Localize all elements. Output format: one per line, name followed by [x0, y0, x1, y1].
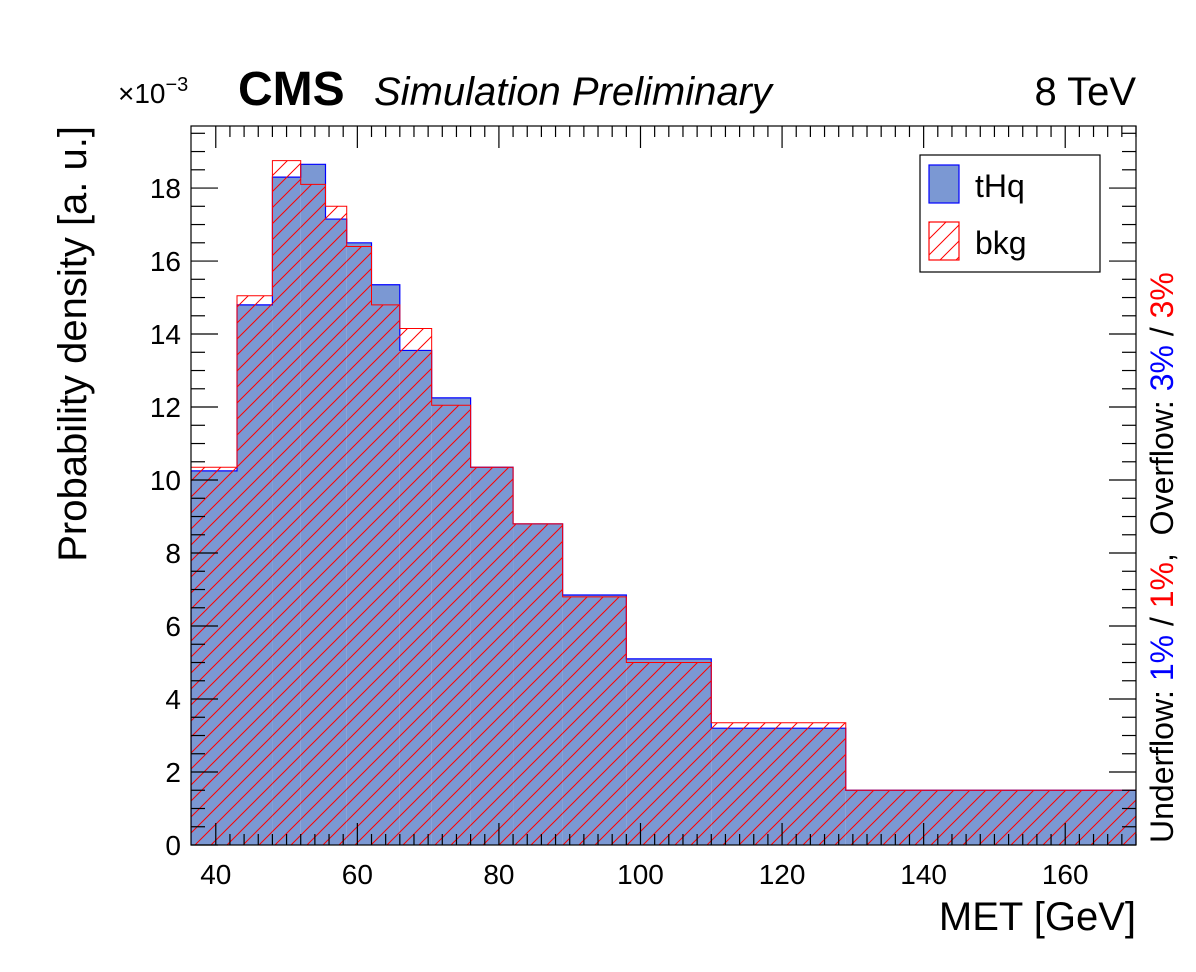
background-bar — [346, 246, 372, 845]
background-bar — [470, 467, 514, 845]
x-tick-label: 40 — [200, 859, 231, 890]
axis-ticks — [191, 126, 1137, 846]
underflow-label: Underflow: — [1144, 681, 1180, 843]
legend: tHq bkg — [919, 154, 1101, 273]
x-tick-label: 80 — [483, 859, 514, 890]
overflow-signal-value: 3% — [1144, 345, 1180, 391]
y-tick-label: 6 — [165, 611, 181, 642]
exponent-base: ×10 — [118, 78, 166, 109]
y-tick-labels: 0 2 4 6 8 10 12 14 16 18 — [150, 173, 181, 861]
background-bar — [272, 160, 301, 845]
legend-label-thq: tHq — [975, 168, 1025, 204]
y-axis-exponent: ×10−3 — [118, 74, 188, 109]
x-tick-label: 120 — [759, 859, 806, 890]
energy-label: 8 TeV — [1034, 70, 1136, 114]
background-bar — [431, 405, 471, 845]
background-bar — [626, 662, 712, 845]
y-tick-label: 4 — [165, 684, 181, 715]
legend-label-bkg: bkg — [975, 225, 1027, 261]
background-bar — [399, 328, 432, 845]
background-bar — [371, 304, 400, 845]
exponent-power: −3 — [166, 74, 189, 96]
legend-swatch-thq — [928, 164, 960, 204]
x-tick-label: 140 — [900, 859, 947, 890]
y-tick-label: 16 — [150, 246, 181, 277]
background-bar — [300, 184, 326, 845]
background-bar — [325, 206, 347, 845]
y-tick-label: 18 — [150, 173, 181, 204]
y-tick-label: 8 — [165, 538, 181, 569]
overflow-separator: / — [1144, 318, 1180, 345]
overflow-label: Overflow: — [1144, 391, 1180, 535]
y-tick-label: 14 — [150, 319, 181, 350]
underflow-comma: , — [1144, 535, 1180, 562]
simulation-preliminary-label: Simulation Preliminary — [374, 70, 775, 114]
y-tick-label: 12 — [150, 392, 181, 423]
overflow-background-value: 3% — [1144, 272, 1180, 318]
y-tick-label: 10 — [150, 465, 181, 496]
underflow-separator: / — [1144, 608, 1180, 635]
histogram-bars — [191, 160, 1136, 845]
x-axis-title: MET [GeV] — [939, 895, 1136, 939]
background-bar — [845, 790, 1136, 845]
x-tick-labels: 40 60 80 100 120 140 160 — [200, 859, 1088, 890]
background-bar — [562, 596, 627, 845]
y-tick-label: 2 — [165, 757, 181, 788]
underflow-overflow-label: Underflow: 1% / 1%, Overflow: 3% / 3% — [1144, 272, 1180, 843]
legend-swatch-bkg — [928, 221, 960, 261]
underflow-signal-value: 1% — [1144, 635, 1180, 681]
background-bar — [237, 295, 273, 845]
background-bar — [711, 722, 846, 845]
background-bar — [191, 467, 238, 845]
y-tick-label: 0 — [165, 830, 181, 861]
x-tick-label: 100 — [617, 859, 664, 890]
background-outline — [191, 160, 1136, 845]
x-tick-label: 60 — [342, 859, 373, 890]
cms-label: CMS — [238, 63, 345, 116]
plot-frame — [190, 125, 1137, 846]
background-bar — [513, 523, 563, 845]
underflow-background-value: 1% — [1144, 562, 1180, 608]
x-tick-label: 160 — [1042, 859, 1089, 890]
y-axis-title: Probability density [a. u.] — [51, 126, 95, 562]
